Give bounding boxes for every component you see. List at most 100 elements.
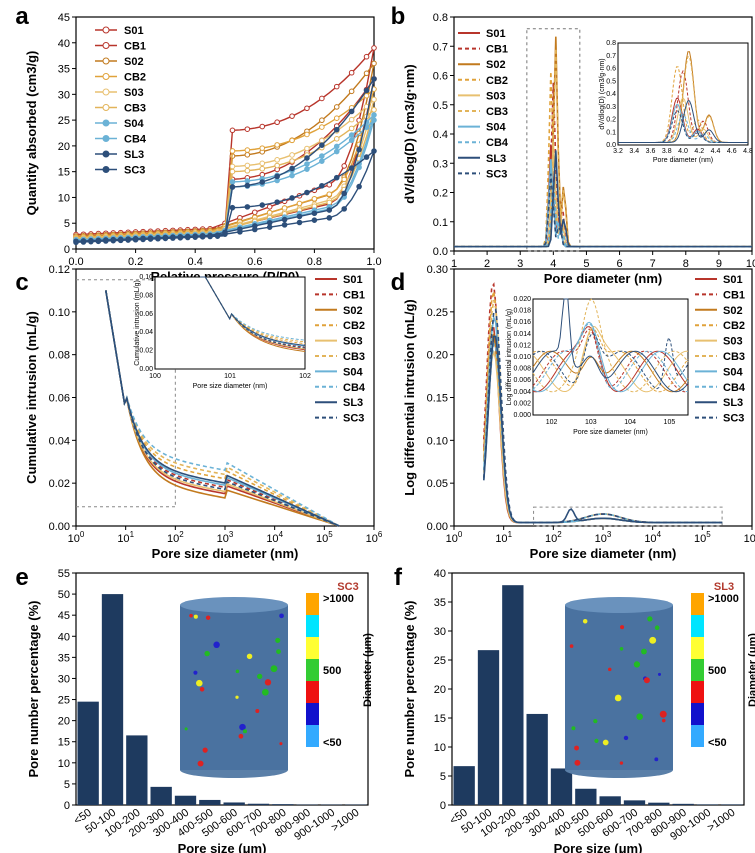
panel-c-xtick-label: 103 [217,530,234,545]
panel-a-point-S02 [363,70,370,77]
panel-a-point-CB2 [229,148,236,154]
panel-f-pore [571,726,576,731]
panel-a-point-SC3 [199,234,206,240]
panel-a-point-SL3 [289,165,295,172]
panel-a-point-CB2 [311,195,318,202]
panel-b-xtick-label: 9 [716,258,722,270]
panel-c-inset-xtick: 102 [299,373,311,380]
panel-d-legend-SC3: SC3 [723,413,744,425]
panel-a-point-SC3 [95,238,102,245]
panel-d-ytick-label: 0.30 [427,264,448,276]
panel-d-legend-CB1: CB1 [723,289,745,301]
panel-a-point-SC3 [363,154,370,160]
panel-f-pore [594,738,599,743]
panel-f-bar-600-700 [623,800,646,805]
panel-a-point-CB1 [333,83,340,90]
panel-e-letter: e [15,564,28,591]
panel-f-ylabel: Pore number percentage (%) [402,601,417,778]
panel-a-legend-marker-SC3 [102,166,110,173]
panel-d-inset-ytick: 0.006 [513,377,531,384]
panel-e-scale-top: >1000 [323,593,354,605]
panel-a-point-CB1 [266,203,273,210]
panel-a-ylabel: Quantity absorbed (cm3/g) [24,51,39,216]
panel-a-point-S03 [244,162,251,169]
panel-a-xtick-label: 0.4 [188,256,203,268]
panel-f-scale-axis: Diameter (μm) [747,633,755,707]
panel-a-point-CB3 [259,165,266,172]
panel-d-ytick-label: 0.10 [427,435,448,447]
panel-b-inset-ylabel: dV/dlog(D) (cm3/g·nm) [599,58,606,129]
panel-a-point-CB3 [244,167,251,174]
panel-a-point-SL3 [363,87,370,94]
panel-a-point-S02 [333,104,340,110]
panel-a-ytick-label: 15 [58,167,70,179]
panel-a-point-SL3 [229,184,236,190]
panel-a-point-CB1 [363,53,370,60]
panel-a-point-SC3 [170,235,176,241]
panel-a-point-SC3 [274,199,280,205]
panel-c-inset-series-SC3 [200,276,306,349]
panel-d-xtick-label: 100 [446,530,463,545]
panel-b-inset-ytick: 0.7 [606,53,616,60]
panel-f-ytick-label: 40 [434,568,446,580]
panel-a-point-CB3 [333,136,340,142]
panel-c-xtick-label: 102 [167,530,184,545]
panel-a-point-CB1 [289,113,295,119]
panel-c-legend-S04: S04 [343,366,363,378]
panel-a-ytick-label: 45 [58,12,70,24]
panel-f-bar-800-900 [672,803,694,805]
panel-a-point-CB1 [274,119,280,126]
panel-e-pore [199,686,205,692]
panel-f-scale-swatch [691,659,704,681]
panel-a-legend-marker-CB2 [102,73,110,80]
panel-b-inset-xtick: 4.0 [678,148,688,155]
panel-b-legend-SL3: SL3 [486,153,506,165]
panel-e-pore [257,673,263,680]
panel-a-legend-marker-CB4 [102,135,110,142]
panel-a-point-S04 [304,161,310,167]
panel-e-pore [193,614,198,619]
panel-a-point-S04 [319,153,325,159]
panel-b-inset-ytick: 0.1 [606,129,616,136]
panel-f-bar-300-400 [550,768,573,805]
panel-a-legend-S02: S02 [124,56,144,68]
panel-d-inset-ytick: 0.014 [513,331,531,338]
panel-a-point-CB3 [229,168,236,175]
panel-c-series-CB4 [105,290,340,527]
panel-c-series-CB2 [105,290,340,527]
panel-b-zoom-box [526,28,581,252]
panel-a-legend-CB2: CB2 [124,72,146,84]
panel-a-point-CB3 [371,107,377,113]
panel-b-letter: b [391,3,406,30]
panel-a-point-CB2 [274,142,280,148]
panel-a-point-SL3 [348,108,355,115]
panel-a-point-S04 [244,178,251,184]
panel-e-ytick-label: 25 [58,695,70,707]
panel-a-point-CB4 [304,166,310,172]
panel-a-point-SC3 [155,235,161,242]
panel-d-xtick-label: 104 [644,530,661,545]
panel-b-ytick-label: 0.2 [433,188,448,200]
panel-a-letter: a [15,3,29,30]
panel-a-point-SL3 [356,146,362,153]
xtick-exp: 5 [706,530,711,539]
panel-d-ytick-label: 0.25 [427,307,448,319]
panel-c-inset-frame [154,276,306,370]
panel-e-bar-100-200 [126,735,148,805]
panel-a-point-SC3 [341,206,348,212]
panel-e-scale-swatch [306,637,319,659]
panel-a-point-SC3 [184,234,191,241]
panel-f-ytick-label: 20 [434,684,446,696]
panel-a-point-SL3 [341,190,348,197]
panel-b-ytick-label: 0.8 [433,12,448,24]
panel-c-series-SC3 [105,290,340,527]
panel-a-point-S03 [371,96,377,103]
panel-a-point-SC3 [214,233,221,239]
panel-b-inset-xtick: 3.4 [629,148,639,155]
panel-f-bar-400-500 [575,788,597,805]
panel-f-pore [659,710,667,718]
panel-e-pore [238,733,244,739]
panel-b-xtick-label: 5 [583,258,589,270]
panel-c-inset-ytick: 0.04 [139,329,153,336]
panel-a-legend-marker-SL3 [102,150,110,158]
